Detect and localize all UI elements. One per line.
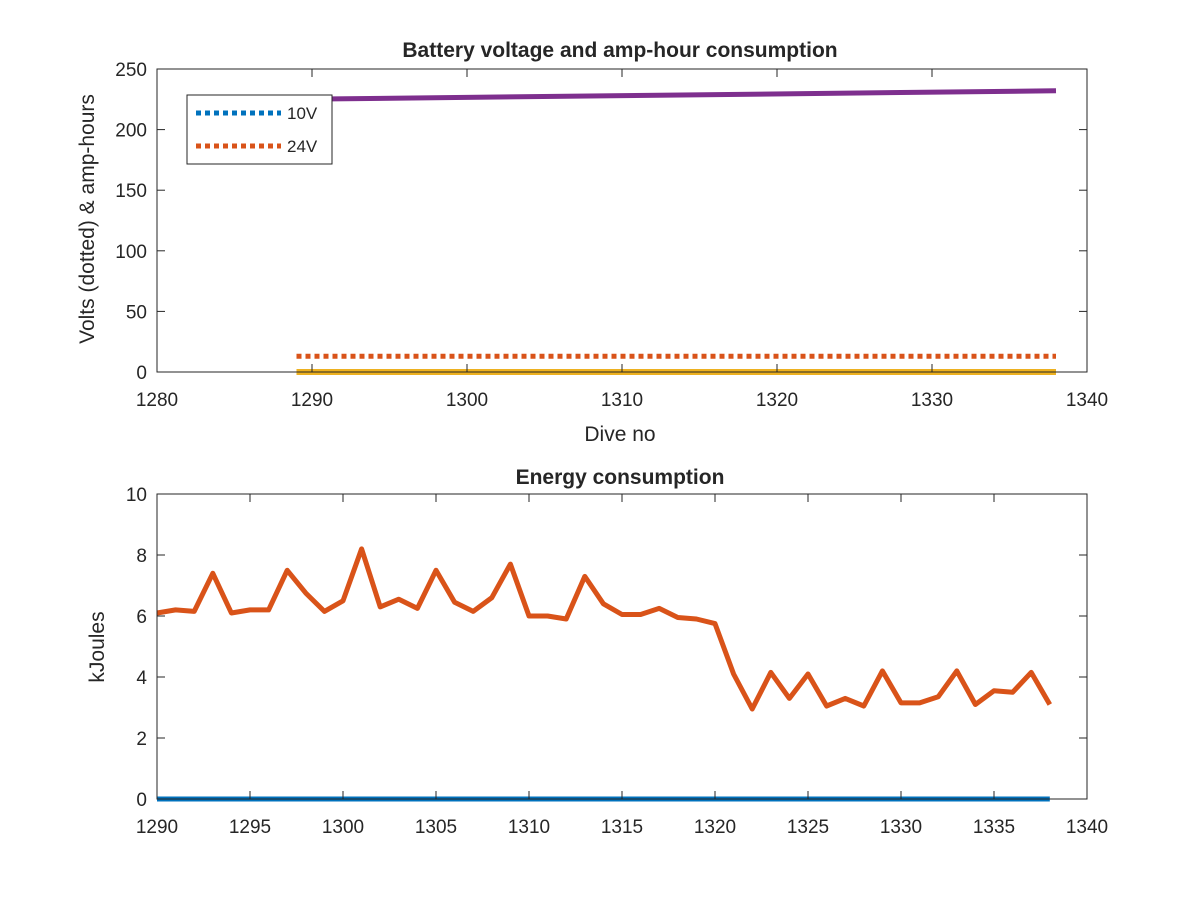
energy-x-tick-label: 1335 [973, 817, 1015, 838]
voltage-axes: 1280 1290 1300 1310 1320 1330 1340 0 50 100 150 200… [115, 60, 1108, 411]
voltage-y-tick-label: 0 [136, 363, 147, 384]
legend-label-10v: 10V [287, 104, 318, 123]
voltage-subplot: Battery voltage and amp-hour consumption… [76, 39, 1108, 446]
voltage-y-tick-label: 100 [115, 242, 147, 263]
energy-x-tick-label: 1340 [1066, 817, 1108, 838]
energy-y-tick-label: 10 [126, 485, 147, 506]
energy-y-tick-label: 8 [136, 546, 147, 567]
legend-label-24v: 24V [287, 137, 318, 156]
energy-y-tick-label: 4 [136, 668, 147, 689]
energy-x-tick-label: 1310 [508, 817, 550, 838]
voltage-y-tick-label: 50 [126, 302, 147, 323]
energy-x-tick-label: 1305 [415, 817, 457, 838]
energy-x-tick-label: 1295 [229, 817, 271, 838]
energy-x-tick-label: 1290 [136, 817, 178, 838]
energy-y-tick-label: 2 [136, 729, 147, 750]
voltage-x-tick-label: 1310 [601, 390, 643, 411]
voltage-x-tick-label: 1290 [291, 390, 333, 411]
legend-box [186, 94, 333, 165]
energy-subplot: Energy consumption kJoules 1290 1295 1300 1… [86, 466, 1108, 838]
energy-x-tick-label: 1330 [880, 817, 922, 838]
voltage-y-axis-label: Volts (dotted) & amp-hours [76, 94, 99, 344]
voltage-x-tick-label: 1280 [136, 390, 178, 411]
energy-x-tick-label: 1300 [322, 817, 364, 838]
voltage-x-tick-label: 1320 [756, 390, 798, 411]
energy-y-tick-label: 6 [136, 607, 147, 628]
energy-x-tick-label: 1320 [694, 817, 736, 838]
energy-y-tick-label: 0 [136, 790, 147, 811]
voltage-legend: 10V 24V [186, 94, 333, 165]
voltage-x-tick-label: 1340 [1066, 390, 1108, 411]
energy-axes: 1290 1295 1300 1305 1310 1315 1320 1325 1330 1335… [126, 485, 1108, 838]
voltage-y-tick-label: 150 [115, 181, 147, 202]
voltage-y-tick-label: 200 [115, 121, 147, 142]
energy-x-tick-label: 1325 [787, 817, 829, 838]
voltage-y-tick-label: 250 [115, 60, 147, 81]
voltage-series-line-3 [296, 88, 1057, 102]
voltage-x-tick-label: 1330 [911, 390, 953, 411]
energy-y-axis-label: kJoules [86, 611, 109, 682]
voltage-x-axis-label: Dive no [584, 423, 655, 446]
voltage-chart-title: Battery voltage and amp-hour consumption [402, 39, 837, 62]
energy-chart-title: Energy consumption [516, 466, 725, 489]
energy-series-line-0 [156, 546, 1052, 712]
energy-x-tick-label: 1315 [601, 817, 643, 838]
voltage-x-tick-label: 1300 [446, 390, 488, 411]
